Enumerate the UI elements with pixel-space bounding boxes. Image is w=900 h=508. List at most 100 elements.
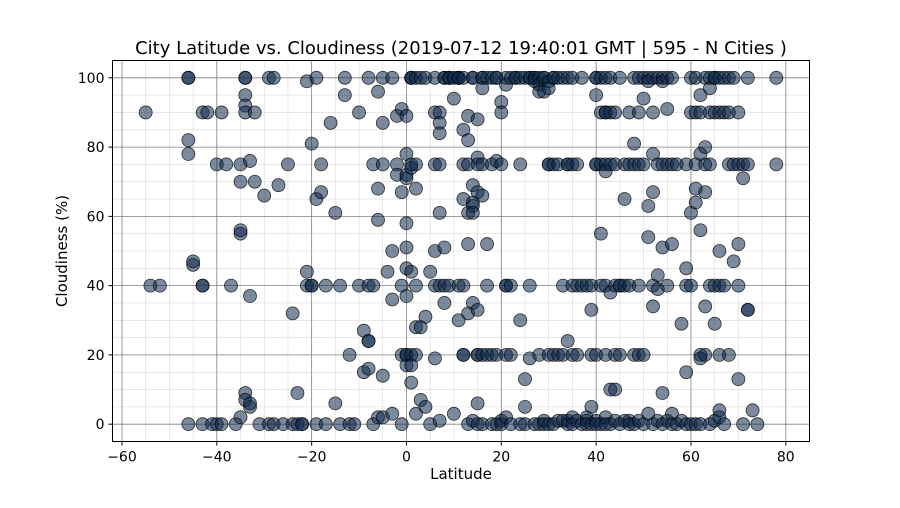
data-point [309, 70, 324, 85]
data-point [432, 205, 447, 220]
data-point [361, 361, 376, 376]
data-point [456, 278, 471, 293]
data-point [665, 70, 679, 85]
data-point [200, 105, 215, 120]
data-point [446, 406, 461, 421]
x-tick-label: 40 [587, 450, 605, 466]
data-point [712, 244, 727, 258]
data-point [271, 178, 286, 193]
data-point [219, 157, 234, 172]
data-point [593, 226, 608, 241]
data-point [631, 278, 646, 293]
y-axis-label: Cloudiness (%) [53, 195, 71, 307]
data-point [698, 140, 713, 154]
data-point [522, 278, 537, 293]
data-point [290, 386, 305, 400]
data-point [480, 278, 494, 293]
data-point [314, 185, 329, 200]
data-point [181, 70, 196, 85]
data-point [612, 70, 627, 85]
data-point [243, 396, 257, 411]
data-point [437, 240, 452, 255]
data-point [300, 264, 314, 279]
data-point [636, 157, 651, 172]
data-point [409, 348, 423, 362]
data-point [375, 157, 390, 172]
data-point [432, 126, 447, 141]
x-axis-ticks: −60 −40 −20 0 20 40 60 80 [107, 441, 795, 466]
data-point [181, 417, 196, 432]
data-point [608, 105, 622, 120]
data-point [361, 334, 376, 348]
data-point [646, 185, 660, 200]
data-point [717, 417, 732, 432]
data-point [650, 268, 665, 283]
data-point [138, 105, 153, 120]
x-tick-label: 20 [492, 450, 510, 466]
data-point [589, 88, 604, 103]
data-point [584, 302, 599, 317]
data-point [371, 212, 385, 227]
data-point [437, 296, 452, 310]
data-point [465, 205, 480, 220]
data-point [503, 278, 518, 293]
data-point [243, 154, 257, 168]
data-point [731, 278, 746, 293]
data-point [366, 278, 381, 293]
y-tick-label: 0 [96, 417, 105, 433]
data-point [688, 195, 703, 210]
data-point [617, 192, 632, 206]
data-point [342, 348, 357, 362]
chart-title: City Latitude vs. Cloudiness (2019-07-12… [135, 38, 787, 59]
data-point [423, 264, 438, 279]
data-point [660, 102, 675, 116]
data-point [432, 157, 447, 172]
data-point [238, 70, 253, 85]
data-point [399, 289, 414, 303]
data-point [717, 278, 732, 293]
data-point [214, 105, 229, 120]
x-tick-label: 60 [682, 450, 700, 466]
data-point [371, 181, 385, 196]
y-tick-label: 100 [78, 71, 105, 87]
data-point [518, 372, 532, 387]
data-point [726, 70, 741, 85]
data-point [243, 289, 257, 303]
data-point [641, 230, 656, 245]
data-point [375, 368, 390, 383]
data-point [352, 105, 366, 120]
data-point [698, 348, 713, 362]
data-point [385, 244, 400, 258]
data-point [337, 70, 352, 85]
y-tick-label: 60 [87, 209, 105, 225]
plot-frame [112, 60, 810, 442]
data-point [707, 316, 722, 331]
data-point [750, 417, 765, 432]
data-point [470, 302, 485, 317]
data-point [181, 133, 196, 148]
data-point [693, 88, 708, 103]
data-point [257, 188, 272, 203]
data-point [404, 375, 419, 390]
data-point [323, 115, 338, 130]
y-tick-label: 20 [87, 348, 105, 364]
data-point [285, 306, 300, 321]
data-point [698, 185, 713, 200]
data-point [660, 278, 675, 293]
data-point [428, 351, 442, 366]
data-point [399, 216, 414, 231]
data-point [418, 309, 433, 324]
data-point [636, 91, 651, 106]
data-point [684, 278, 698, 293]
data-point [461, 237, 476, 251]
data-point [513, 157, 528, 172]
data-point [186, 254, 201, 269]
data-point [769, 70, 784, 85]
x-tick-label: 0 [402, 450, 411, 466]
data-point [399, 240, 414, 255]
data-point [385, 406, 400, 421]
data-point [736, 171, 751, 186]
data-point [456, 348, 471, 362]
data-point [394, 417, 409, 432]
data-point [703, 157, 717, 172]
